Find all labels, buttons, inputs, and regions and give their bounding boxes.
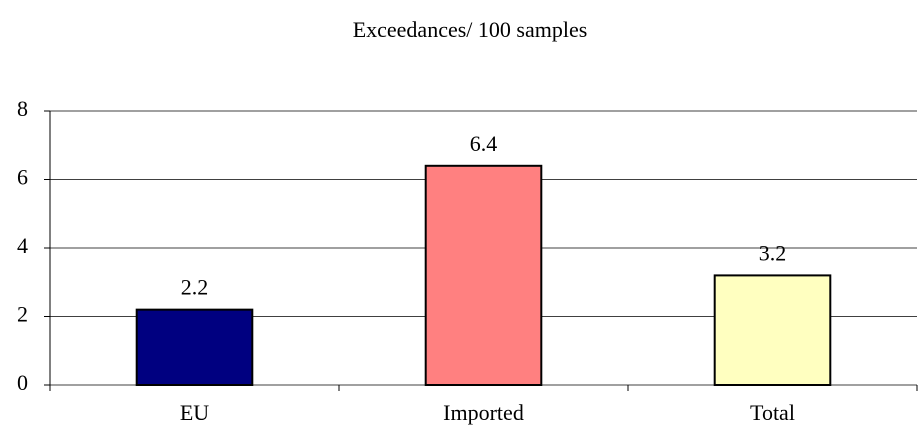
x-tick-label: Total: [750, 400, 795, 425]
value-label: 2.2: [181, 275, 209, 300]
y-tick-label: 0: [17, 370, 28, 395]
x-tick-label: Imported: [443, 400, 524, 425]
y-tick-label: 6: [17, 165, 28, 190]
value-label: 3.2: [759, 240, 787, 265]
bar: [424, 164, 543, 386]
chart-title: Exceedances/ 100 samples: [353, 17, 588, 42]
value-label: 6.4: [470, 131, 498, 156]
y-tick-label: 8: [17, 96, 28, 121]
y-tick-label: 2: [17, 302, 28, 327]
y-tick-label: 4: [17, 233, 28, 258]
bar: [713, 274, 832, 386]
x-tick-label: EU: [180, 400, 209, 425]
bar: [135, 308, 254, 386]
